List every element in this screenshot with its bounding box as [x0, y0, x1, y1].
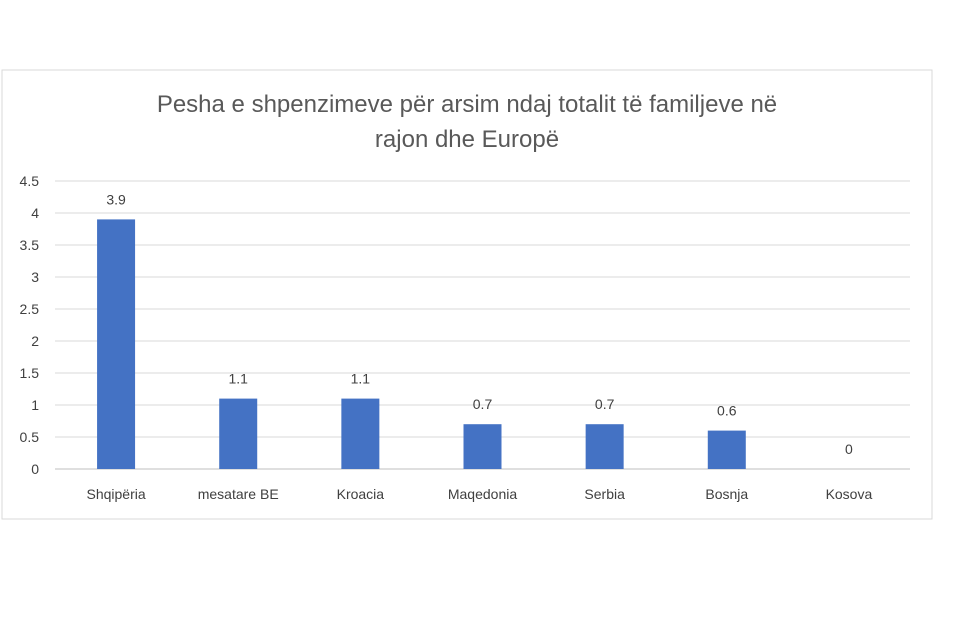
bar — [341, 398, 380, 469]
data-label: 0.7 — [473, 396, 493, 412]
bar — [585, 424, 624, 469]
data-label: 1.1 — [351, 371, 371, 387]
y-tick-label: 4 — [31, 205, 39, 221]
bars — [97, 219, 746, 469]
y-tick-label: 2 — [31, 333, 39, 349]
y-tick-label: 3.5 — [20, 237, 40, 253]
category-label: mesatare BE — [198, 486, 279, 502]
y-tick-label: 0 — [31, 461, 39, 477]
data-label: 0.6 — [717, 403, 737, 419]
category-label: Bosnja — [705, 486, 748, 502]
y-tick-label: 3 — [31, 269, 39, 285]
category-label: Serbia — [584, 486, 625, 502]
data-label: 1.1 — [228, 371, 248, 387]
y-tick-label: 1 — [31, 397, 39, 413]
bar — [219, 398, 258, 469]
category-label: Kroacia — [337, 486, 385, 502]
category-label: Kosova — [826, 486, 873, 502]
bar — [463, 424, 502, 469]
gridlines — [55, 180, 910, 470]
y-tick-label: 4.5 — [20, 173, 40, 189]
category-labels: Shqipëria mesatare BE Kroacia Maqedonia Serb… — [86, 486, 872, 502]
data-label: 3.9 — [106, 191, 126, 207]
y-tick-label: 0.5 — [20, 429, 40, 445]
bar — [707, 430, 746, 469]
chart-title-line-1: Pesha e shpenzimeve për arsim ndaj total… — [157, 91, 777, 118]
data-label: 0.7 — [595, 396, 615, 412]
category-label: Shqipëria — [86, 486, 145, 502]
y-tick-label: 2.5 — [20, 301, 40, 317]
y-axis-tick-labels: 0 0.5 1 1.5 2 2.5 3 3.5 4 4.5 — [20, 173, 40, 477]
chart-title-line-2: rajon dhe Europë — [375, 126, 559, 153]
data-label: 0 — [845, 441, 853, 457]
category-label: Maqedonia — [448, 486, 517, 502]
y-tick-label: 1.5 — [20, 365, 40, 381]
data-labels: 3.9 1.1 1.1 0.7 0.7 0.6 0 — [106, 191, 853, 457]
bar — [97, 219, 136, 469]
